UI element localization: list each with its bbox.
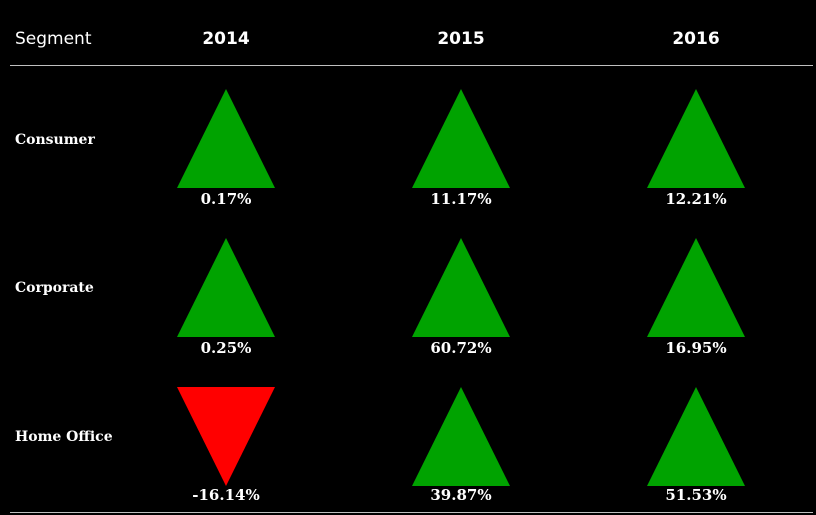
row-label-consumer: Consumer (15, 132, 95, 148)
row-label-home-office: Home Office (15, 429, 113, 445)
up-triangle-icon (412, 387, 510, 486)
up-triangle-icon (177, 238, 275, 337)
percent-label: 39.87% (430, 486, 492, 504)
row-label-corporate: Corporate (15, 280, 94, 296)
up-triangle-icon (177, 89, 275, 188)
percent-label: 0.25% (200, 339, 252, 357)
header-year-2016: 2016 (672, 29, 720, 49)
percent-label: 0.17% (200, 190, 252, 208)
percent-label: 16.95% (665, 339, 727, 357)
percent-label: -16.14% (192, 486, 260, 504)
down-triangle-icon (177, 387, 275, 486)
up-triangle-icon (647, 89, 745, 188)
percent-label: 60.72% (430, 339, 492, 357)
percent-label: 11.17% (430, 190, 492, 208)
header-divider (10, 65, 813, 66)
up-triangle-icon (412, 89, 510, 188)
up-triangle-icon (647, 387, 745, 486)
percent-label: 12.21% (665, 190, 727, 208)
up-triangle-icon (412, 238, 510, 337)
header-segment: Segment (15, 29, 92, 49)
header-year-2015: 2015 (437, 29, 485, 49)
header-year-2014: 2014 (202, 29, 250, 49)
up-triangle-icon (647, 238, 745, 337)
percent-label: 51.53% (665, 486, 727, 504)
bottom-divider (10, 512, 813, 513)
